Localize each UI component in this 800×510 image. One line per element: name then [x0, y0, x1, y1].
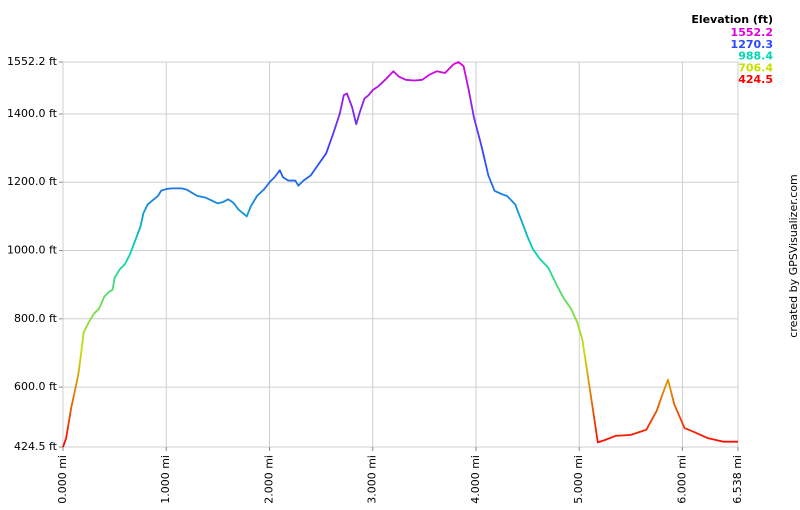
legend-value: 424.5	[738, 73, 773, 86]
x-tick-label: 6.000 mi	[675, 455, 688, 504]
credit: created by GPSVisualizer.com	[787, 174, 800, 337]
x-tick-label: 2.000 mi	[262, 455, 275, 504]
y-tick-label: 1200.0 ft	[7, 175, 58, 188]
y-tick-label: 600.0 ft	[14, 380, 58, 393]
y-tick-label: 1000.0 ft	[7, 244, 58, 257]
x-tick-label: 3.000 mi	[366, 455, 379, 504]
y-tick-label: 1400.0 ft	[7, 107, 58, 120]
x-tick-label: 4.000 mi	[469, 455, 482, 504]
legend-value: 706.4	[738, 61, 773, 74]
y-tick-label: 424.5 ft	[14, 440, 58, 453]
x-tick-label: 5.000 mi	[572, 455, 585, 504]
legend-value: 1270.3	[731, 38, 773, 51]
legend-value: 1552.2	[731, 26, 773, 39]
legend-value: 988.4	[738, 50, 773, 63]
x-tick-label: 6.538 mi	[731, 455, 744, 504]
x-tick-label: 0.000 mi	[56, 455, 69, 504]
x-tick-label: 1.000 mi	[159, 455, 172, 504]
elevation-line	[62, 61, 738, 448]
y-tick-label: 1552.2 ft	[7, 55, 58, 68]
y-tick-label: 800.0 ft	[14, 312, 58, 325]
legend-title: Elevation (ft)	[691, 13, 773, 26]
plot-area	[62, 61, 739, 448]
